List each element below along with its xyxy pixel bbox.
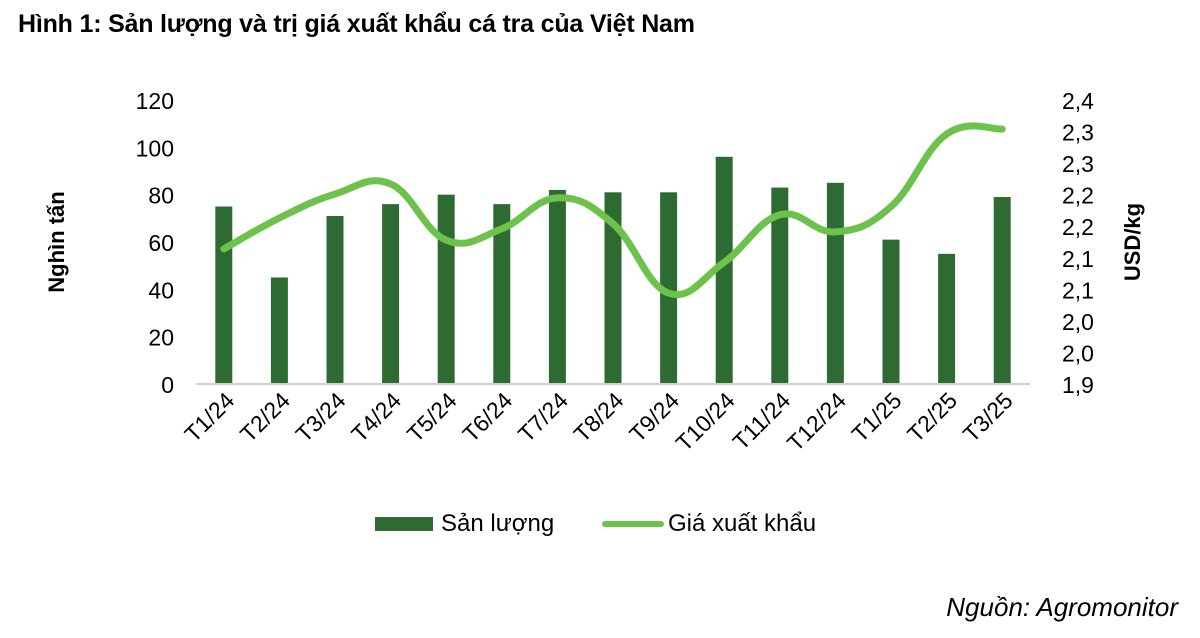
- line-swatch-icon: [602, 521, 664, 527]
- bar: [826, 182, 844, 384]
- legend-item-volume: Sản lượng: [375, 510, 554, 538]
- left-axis-ticks: 0 20 40 60 80 100 120: [136, 88, 174, 398]
- combo-chart: 0 20 40 60 80 100 120 1,9 2,0 2,0 2,1 2,1 2,2 2,2 2,3…: [44, 88, 1145, 456]
- bar: [326, 215, 344, 384]
- line-series-price: [220, 122, 1006, 299]
- right-axis-title: USD/kg: [1120, 203, 1145, 281]
- right-tick-label: 2,2: [1062, 214, 1094, 240]
- left-tick-label: 20: [148, 325, 174, 351]
- left-tick-label: 0: [161, 372, 174, 398]
- right-tick-label: 2,1: [1062, 277, 1094, 303]
- legend-label: Sản lượng: [441, 510, 555, 537]
- left-tick-label: 40: [148, 277, 174, 303]
- x-tick-label: T11/24: [728, 387, 796, 455]
- x-tick-label: T3/25: [958, 387, 1018, 447]
- bar: [993, 197, 1011, 384]
- bar: [548, 189, 566, 384]
- x-tick-label: T5/24: [402, 387, 462, 447]
- right-tick-label: 2,0: [1062, 340, 1094, 366]
- right-tick-label: 2,1: [1062, 246, 1094, 272]
- x-tick-label: T4/24: [346, 387, 406, 447]
- source-note: Nguồn: Agromonitor: [946, 592, 1178, 622]
- left-tick-label: 100: [136, 135, 174, 161]
- x-tick-label: T10/24: [671, 387, 740, 456]
- bar: [437, 194, 455, 384]
- x-tick-label: T7/24: [513, 387, 573, 447]
- bar: [882, 239, 900, 384]
- x-tick-label: T1/25: [847, 387, 907, 447]
- left-tick-label: 120: [136, 88, 174, 114]
- right-tick-label: 1,9: [1062, 372, 1094, 398]
- left-tick-label: 80: [148, 183, 174, 209]
- right-axis-ticks: 1,9 2,0 2,0 2,1 2,1 2,2 2,2 2,3 2,3 2,4: [1062, 88, 1094, 398]
- bar-swatch-icon: [375, 517, 433, 531]
- x-tick-label: T2/24: [235, 387, 295, 447]
- left-axis-title: Nghìn tấn: [44, 191, 69, 292]
- right-tick-label: 2,3: [1062, 120, 1094, 146]
- right-tick-label: 2,4: [1062, 88, 1094, 114]
- legend: Sản lượng Giá xuất khẩu: [0, 510, 1200, 550]
- bar: [715, 156, 733, 384]
- bar: [493, 204, 511, 384]
- x-tick-label: T3/24: [291, 387, 351, 447]
- bar: [270, 277, 288, 384]
- x-axis-labels: T1/24T2/24T3/24T4/24T5/24T6/24T7/24T8/24…: [179, 387, 1017, 456]
- bar: [382, 204, 400, 384]
- right-tick-label: 2,3: [1062, 151, 1094, 177]
- chart-title: Hình 1: Sản lượng và trị giá xuất khẩu c…: [18, 10, 695, 38]
- x-tick-label: T8/24: [569, 387, 629, 447]
- left-tick-label: 60: [148, 230, 174, 256]
- x-tick-label: T2/25: [902, 387, 962, 447]
- legend-item-price: Giá xuất khẩu: [602, 510, 816, 538]
- bar: [604, 192, 622, 384]
- right-tick-label: 2,2: [1062, 183, 1094, 209]
- bar: [938, 253, 956, 384]
- bar: [660, 192, 678, 384]
- x-tick-label: T1/24: [179, 387, 239, 447]
- x-tick-label: T6/24: [457, 387, 517, 447]
- bar: [771, 187, 789, 384]
- bar: [215, 206, 233, 384]
- x-tick-label: T12/24: [782, 387, 851, 456]
- right-tick-label: 2,0: [1062, 309, 1094, 335]
- legend-label: Giá xuất khẩu: [668, 510, 817, 537]
